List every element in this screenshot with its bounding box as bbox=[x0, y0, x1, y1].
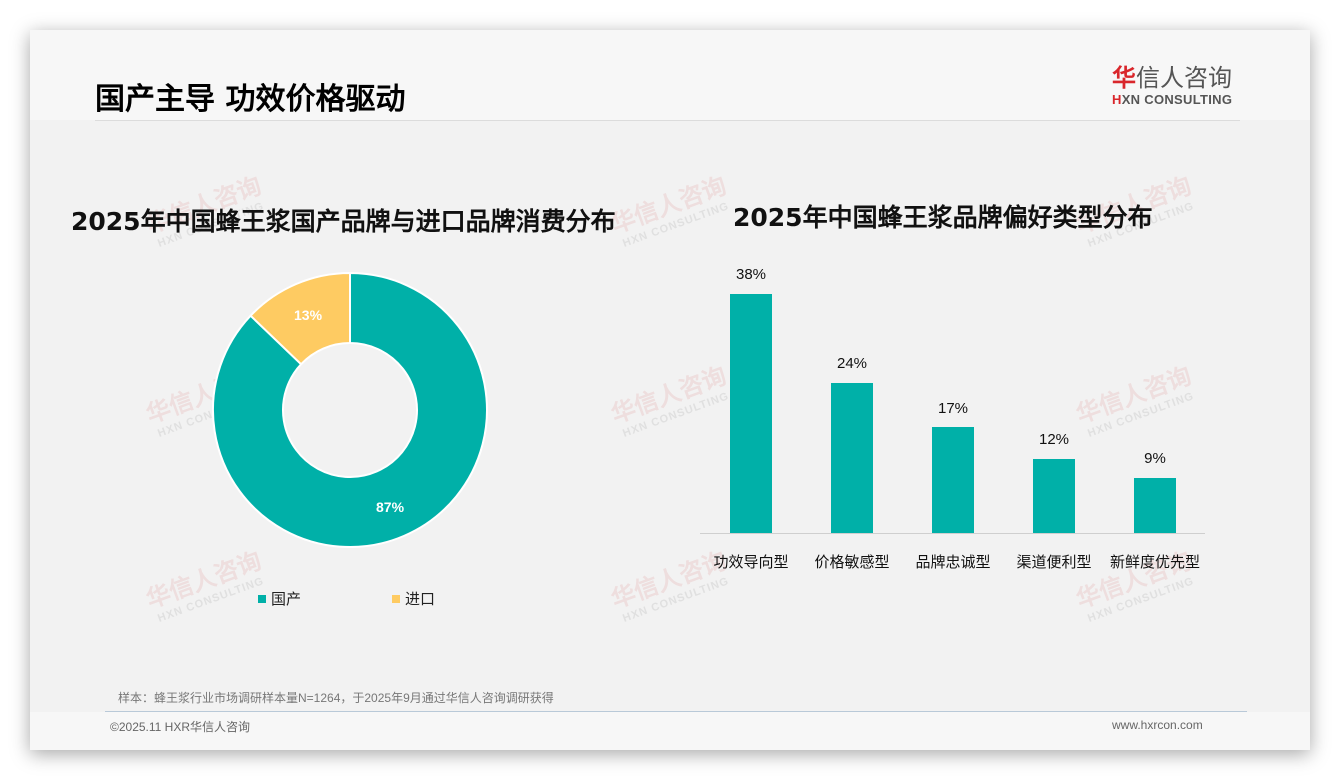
footer-divider bbox=[105, 711, 1247, 712]
logo-cn-rest: 信人咨询 bbox=[1136, 64, 1232, 92]
bar-value: 24% bbox=[836, 355, 868, 372]
bar-brand bbox=[932, 427, 974, 533]
donut-chart-title: 2025年中国蜂王浆国产品牌与进口品牌消费分布 bbox=[71, 207, 616, 236]
logo-cn: 华信人咨询 bbox=[1112, 64, 1242, 92]
bar-category: 价格敏感型 bbox=[814, 554, 890, 571]
copyright: ©2025.11 HXR华信人咨询 bbox=[110, 720, 250, 734]
sample-note: 样本：蜂王浆行业市场调研样本量N=1264，于2025年9月通过华信人咨询调研获… bbox=[118, 691, 554, 705]
bar-category: 品牌忠诚型 bbox=[915, 554, 991, 571]
donut-label-domestic: 87% bbox=[376, 499, 405, 515]
watermark: 华信人咨询 HXN CONSULTING bbox=[142, 546, 266, 625]
bar-efficacy bbox=[730, 294, 772, 533]
bar-freshness bbox=[1134, 478, 1176, 533]
legend-label-domestic: 国产 bbox=[271, 591, 302, 608]
logo-en-rest: XN CONSULTING bbox=[1121, 92, 1233, 107]
bar-category: 功效导向型 bbox=[713, 554, 789, 571]
donut-slice-imported bbox=[249, 271, 351, 366]
page-title: 国产主导 功效价格驱动 bbox=[95, 82, 406, 117]
legend-item-domestic: 国产 bbox=[258, 588, 301, 609]
bar-chart: 38% 功效导向型 24% 价格敏感型 17% 品牌忠诚型 12% 渠道便利型 … bbox=[700, 260, 1210, 580]
logo-en-first: H bbox=[1112, 92, 1122, 107]
legend-item-imported: 进口 bbox=[392, 588, 435, 609]
legend-swatch-teal bbox=[258, 594, 266, 603]
bar-category: 渠道便利型 bbox=[1016, 554, 1092, 571]
bar-price bbox=[831, 383, 873, 533]
x-axis-line bbox=[700, 533, 1205, 534]
legend-swatch-yellow bbox=[392, 594, 400, 603]
header-band bbox=[30, 30, 1310, 120]
bar-value: 12% bbox=[1038, 431, 1070, 448]
donut-slice-domestic bbox=[212, 271, 488, 548]
bar-category: 新鲜度优先型 bbox=[1109, 554, 1200, 571]
footer-band bbox=[30, 712, 1310, 750]
watermark: 华信人咨询 HXN CONSULTING bbox=[607, 171, 731, 250]
bar-value: 9% bbox=[1144, 450, 1166, 467]
logo-cn-first: 华 bbox=[1112, 64, 1136, 92]
logo-en: HXN CONSULTING bbox=[1112, 92, 1242, 108]
donut-label-imported: 13% bbox=[294, 307, 323, 323]
title-divider bbox=[95, 120, 1240, 121]
bar-channel bbox=[1033, 459, 1075, 533]
brand-logo: 华信人咨询 HXN CONSULTING bbox=[1112, 64, 1242, 108]
website-link[interactable]: www.hxrcon.com bbox=[1112, 718, 1203, 732]
donut-svg bbox=[212, 271, 488, 548]
slide: 国产主导 功效价格驱动 华信人咨询 HXN CONSULTING 华信人咨询 HX… bbox=[30, 30, 1310, 750]
bar-chart-title: 2025年中国蜂王浆品牌偏好类型分布 bbox=[733, 203, 1153, 232]
bar-value: 17% bbox=[937, 400, 969, 417]
legend-label-imported: 进口 bbox=[405, 591, 436, 608]
bar-value: 38% bbox=[735, 266, 767, 283]
donut-chart: 13% 87% bbox=[212, 271, 488, 548]
